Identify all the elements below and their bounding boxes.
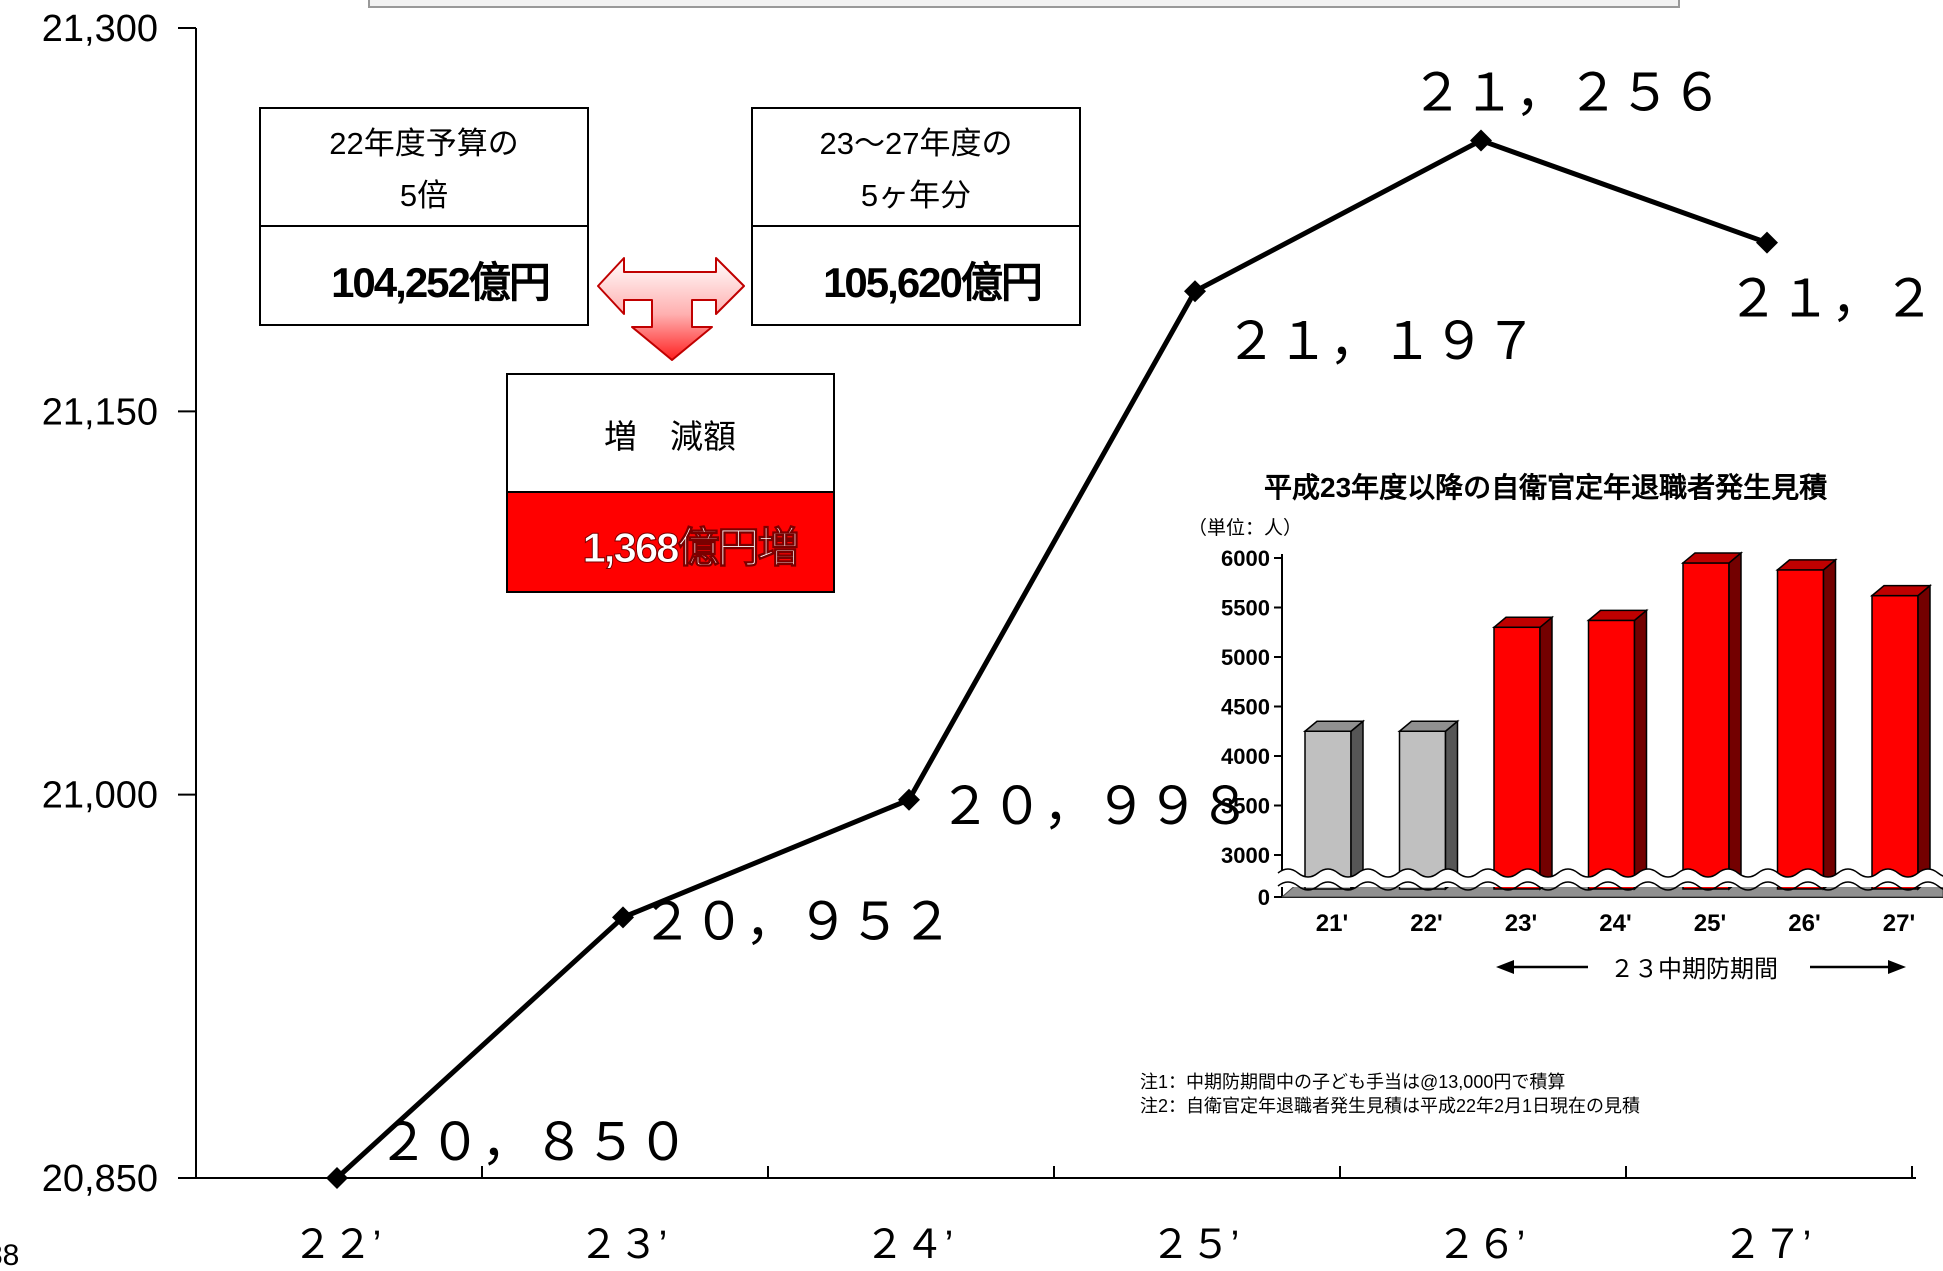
inset-axis-break [1277, 868, 1943, 891]
inset-bar-top [1869, 584, 1933, 597]
diff-box: 増 減額 1,368億円増 [506, 373, 835, 593]
inset-bar-side [1539, 615, 1553, 891]
main-point [898, 788, 920, 811]
inset-bar-side [1822, 558, 1837, 891]
inset-bars [1302, 551, 1933, 891]
inset-bar-top [1397, 720, 1460, 732]
period-arrow-left-head [1496, 960, 1514, 974]
main-x-tick-label: ２５’ [1151, 1223, 1240, 1267]
main-x-ticks: ２２’ ２３’ ２４’ ２５’ ２６’ ２７’ [293, 1166, 1913, 1267]
inset-break-line [1277, 868, 1943, 878]
main-points [326, 129, 1778, 1189]
main-x-tick-label: ２６’ [1437, 1223, 1526, 1267]
inset-category-label: 27' [1883, 910, 1915, 937]
inset-title: 平成23年度以降の自衛官定年退職者発生見積 [1264, 471, 1827, 503]
inset-bar-side [1350, 719, 1364, 891]
inset-bar [1587, 619, 1636, 890]
budget-right-frame [751, 107, 1081, 326]
main-y-tick-label: 21,150 [42, 391, 158, 433]
main-point [1184, 280, 1206, 303]
inset-bar-side [1444, 719, 1459, 891]
inset-y-tick-label: 5000 [1221, 645, 1270, 670]
main-data-label: ２１，２１６ [1727, 271, 1943, 329]
inset-bar-top [1775, 559, 1838, 571]
main-x-tick-label: ２２’ [293, 1223, 382, 1267]
main-point [1756, 231, 1778, 254]
inset-y-tick-label: 3500 [1221, 794, 1270, 819]
inset-bar [1398, 730, 1447, 890]
budget-right-value: 105,620億円 [823, 259, 1041, 306]
main-x-tick-label: ２７’ [1723, 1223, 1812, 1267]
inset-y-tick-label: 5500 [1221, 596, 1270, 621]
inset-bar-top [1302, 720, 1366, 732]
inset-y-tick-label: 0 [1258, 885, 1270, 910]
main-data-labels: ２０，８５０ ２０，９５２ ２０，９９８ ２１，１９７ ２１，２５６ ２１，２１６ [377, 64, 1943, 1172]
inset-break-line [1277, 881, 1943, 891]
inset-bar-top [1680, 552, 1744, 564]
inset-y-ticks: 0 3000 3500 4000 4500 5000 5500 6000 [1221, 546, 1282, 910]
main-data-label: ２０，８５０ [377, 1114, 689, 1172]
period-label: ２３中期防期間 [1610, 956, 1778, 983]
inset-category-labels: 21' 22' 23' 24' 25' 26' 27' [1316, 910, 1915, 937]
inset-bar [1493, 626, 1541, 890]
inset-bar-side [1917, 584, 1931, 891]
main-data-label: ２０，９５２ [641, 893, 953, 951]
main-data-label: ２１，１９７ [1225, 313, 1537, 371]
main-x-tick-label: ２３’ [579, 1223, 668, 1267]
main-y-tick-label: 20,850 [42, 1158, 158, 1200]
budget-left-line1: 22年度予算の [329, 126, 518, 161]
main-series-line [335, 137, 1768, 1180]
inset-bar-top [1586, 609, 1649, 622]
main-data-label: ２１，２５６ [1411, 64, 1723, 122]
main-point [612, 906, 634, 929]
main-point [326, 1167, 348, 1189]
inset-y-tick-label: 4000 [1221, 744, 1270, 769]
inset-trailing-mark: （ [1936, 911, 1943, 934]
inset-y-tick-label: 4500 [1221, 695, 1270, 720]
inset-unit: （単位：人） [1188, 517, 1302, 539]
inset-bar-side [1633, 608, 1648, 891]
inset-y-tick-label: 6000 [1221, 546, 1270, 571]
inset-category-label: 21' [1316, 910, 1348, 937]
budget-left-box: 22年度予算の 5倍 104,252億円 [259, 107, 589, 326]
inset-bar [1304, 730, 1352, 890]
inset-category-label: 26' [1788, 910, 1820, 937]
diff-frame-bottom [506, 491, 835, 593]
note-1: 注1：中期防期間中の子ども手当は@13,000円で積算 [1140, 1072, 1565, 1092]
inset-bar-top [1491, 616, 1555, 629]
inset-category-label: 24' [1599, 910, 1631, 937]
note-2: 注2：自衛官定年退職者発生見積は平成22年2月1日現在の見積 [1140, 1096, 1640, 1116]
budget-left-line2: 5倍 [400, 178, 448, 213]
inset-bar-side [1728, 551, 1742, 891]
budget-right-box: 23～27年度の 5ヶ年分 105,620億円 [751, 107, 1081, 326]
diff-label: 増 減額 [604, 418, 736, 455]
diff-frame-top [506, 373, 835, 493]
main-y-ticks: 20,850 21,000 21,150 21,300 [42, 8, 196, 1200]
compare-arrow [597, 257, 745, 361]
inset-category-label: 25' [1694, 910, 1726, 937]
period-arrow: ２３中期防期間 [1496, 956, 1906, 983]
inset-bar [1871, 594, 1919, 890]
top-box-edge [368, 0, 1680, 8]
page-number: 88 [0, 1239, 19, 1271]
budget-right-line2: 5ヶ年分 [861, 178, 971, 213]
inset-category-label: 23' [1505, 910, 1537, 937]
main-data-label: ２０，９９８ [939, 778, 1251, 836]
main-point [1470, 129, 1492, 152]
main-y-tick-label: 21,300 [42, 8, 158, 50]
inset-break-band [1278, 869, 1943, 887]
budget-right-line1: 23～27年度の [820, 126, 1013, 161]
inset-bar [1682, 562, 1730, 890]
main-y-tick-label: 21,000 [42, 775, 158, 817]
period-arrow-right-head [1888, 960, 1906, 974]
inset-category-label: 22' [1410, 910, 1442, 937]
budget-left-value: 104,252億円 [331, 259, 549, 306]
main-x-tick-label: ２４’ [865, 1223, 954, 1267]
diff-value: 1,368億円増 [582, 524, 797, 571]
inset-y-tick-label: 3000 [1221, 843, 1270, 868]
budget-left-frame [259, 107, 589, 326]
inset-bar [1776, 569, 1825, 890]
